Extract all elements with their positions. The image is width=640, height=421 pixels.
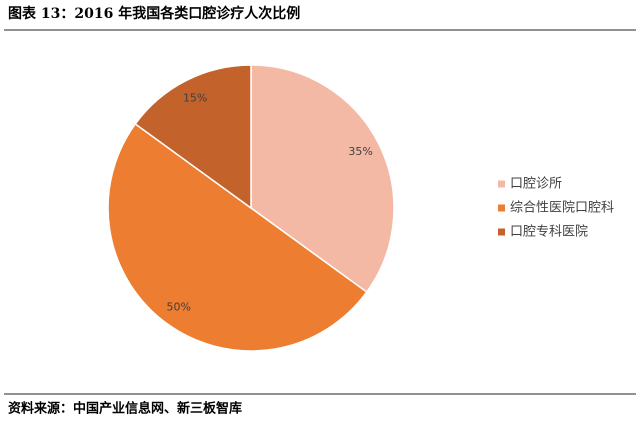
value-label: 35% (348, 145, 372, 158)
pie-slice (134, 64, 252, 210)
legend-swatch (498, 180, 505, 188)
legend-swatch (498, 228, 505, 236)
chart-title: 图表 13：2016 年我国各类口腔诊疗人次比例 (8, 5, 300, 22)
value-label: 15% (183, 91, 207, 104)
pie-slice (107, 122, 368, 352)
legend-label: 综合性医院口腔科 (510, 201, 614, 216)
legend-label: 口腔诊所 (510, 177, 562, 192)
source: 资料来源：中国产业信息网、新三板智库 (8, 401, 242, 417)
value-label: 50% (166, 300, 190, 313)
legend-label: 口腔专科医院 (510, 225, 588, 240)
legend-swatch (498, 204, 505, 212)
pie-slice (250, 64, 395, 294)
